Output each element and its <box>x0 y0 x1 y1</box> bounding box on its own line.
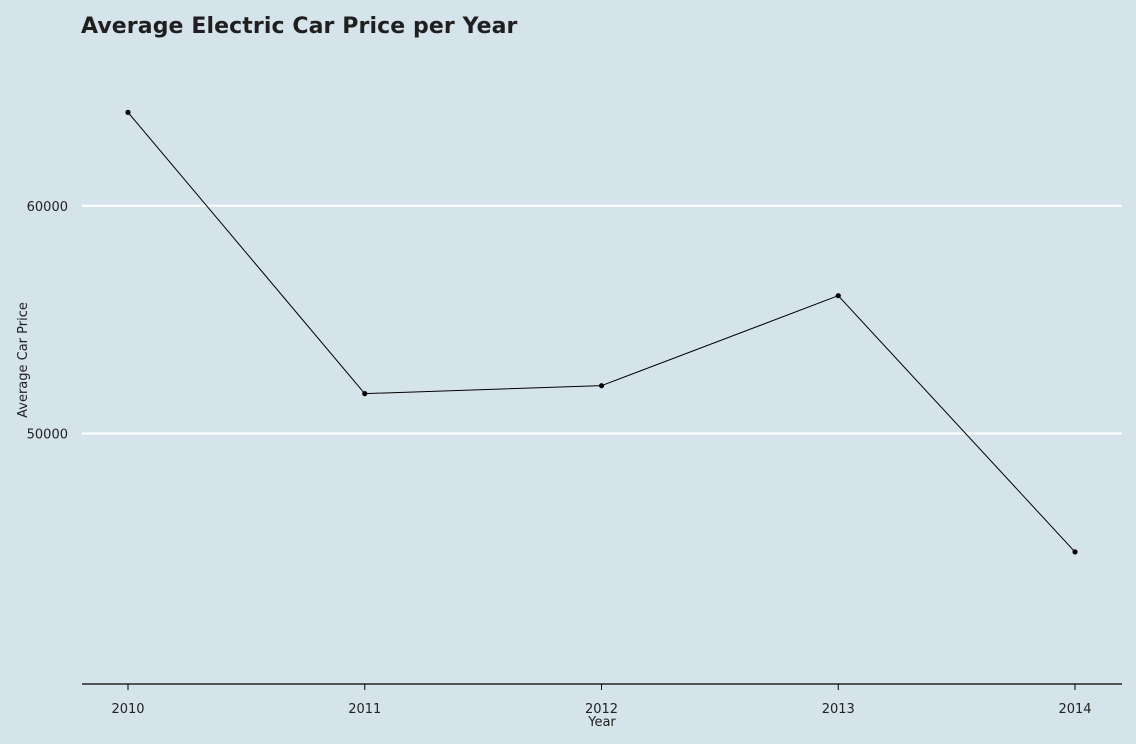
data-point-2012 <box>598 383 605 389</box>
x-tick-label-2012: 2012 <box>585 702 618 717</box>
chart-title: Average Electric Car Price per Year <box>81 14 518 39</box>
series-line-0 <box>127 112 1076 553</box>
series-layer <box>125 109 1078 555</box>
x-tick-label-2014: 2014 <box>1058 702 1091 717</box>
x-tick-label-2013: 2013 <box>822 702 855 717</box>
gridlines <box>82 204 1122 435</box>
x-tick-label-2011: 2011 <box>348 702 381 717</box>
y-tick-label-50000: 50000 <box>27 427 68 442</box>
data-point-2010 <box>125 109 131 115</box>
data-point-2013 <box>835 293 841 299</box>
x-tick-label-2010: 2010 <box>111 702 144 717</box>
data-point-2011 <box>362 391 368 397</box>
x-axis-ticks: 2010 2011 2012 2013 2014 <box>111 684 1092 717</box>
y-tick-label-60000: 60000 <box>27 200 68 215</box>
data-point-2014 <box>1072 549 1078 555</box>
x-axis-title: Year <box>587 715 616 730</box>
y-axis-title: Average Car Price <box>16 302 31 418</box>
y-axis-ticks: 50000 60000 <box>27 200 68 443</box>
